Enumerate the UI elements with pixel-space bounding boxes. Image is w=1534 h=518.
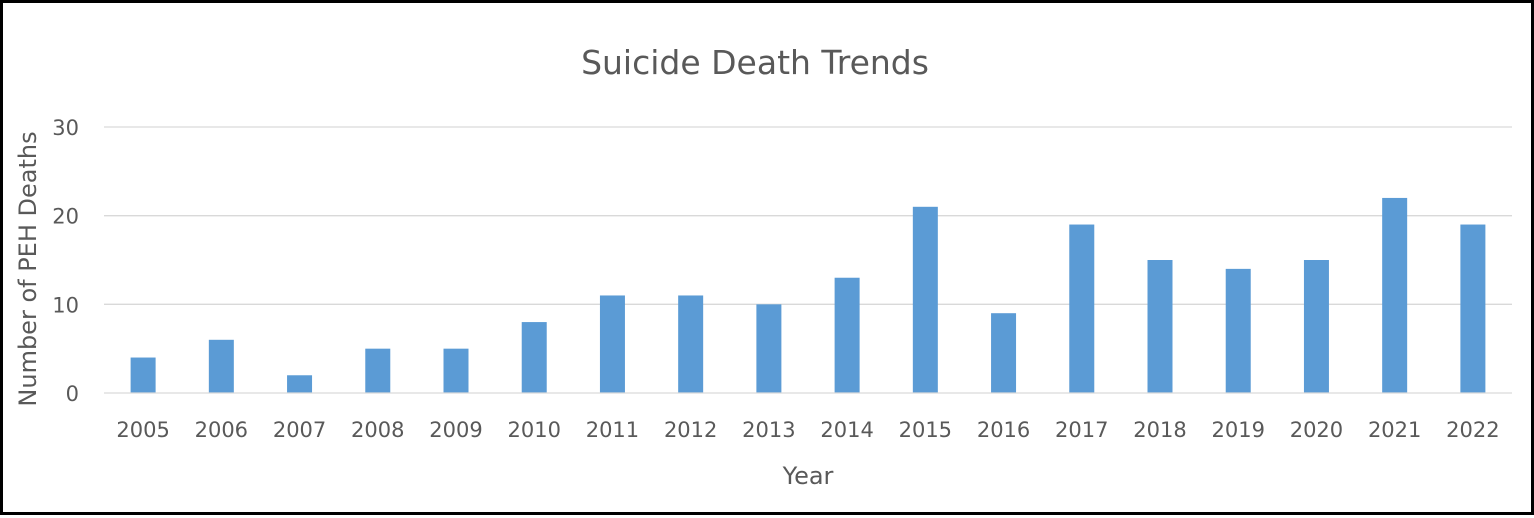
bar-2018 <box>1147 260 1173 393</box>
bar-2022 <box>1460 224 1486 393</box>
bar-2017 <box>1069 224 1095 393</box>
x-tick-label: 2010 <box>507 418 560 442</box>
x-tick-label: 2021 <box>1368 418 1421 442</box>
bar-2009 <box>443 348 469 393</box>
x-tick-label: 2022 <box>1446 418 1499 442</box>
y-tick-label: 20 <box>52 205 79 229</box>
y-axis-tick-labels: 0 10 20 30 <box>52 116 79 406</box>
y-tick-label: 0 <box>66 382 79 406</box>
bar-2013 <box>756 304 782 393</box>
x-tick-label: 2013 <box>742 418 795 442</box>
bar-2005 <box>130 357 156 393</box>
bar-2016 <box>991 313 1017 393</box>
x-tick-label: 2019 <box>1211 418 1264 442</box>
bar-2012 <box>678 295 704 393</box>
x-tick-label: 2006 <box>195 418 248 442</box>
x-tick-label: 2015 <box>899 418 952 442</box>
x-axis-title: Year <box>782 462 834 490</box>
y-axis-title: Number of PEH Deaths <box>14 131 42 406</box>
x-tick-label: 2009 <box>429 418 482 442</box>
bar-2015 <box>912 206 938 393</box>
x-tick-label: 2008 <box>351 418 404 442</box>
gridlines <box>104 126 1512 305</box>
x-tick-label: 2005 <box>116 418 169 442</box>
bar-2007 <box>287 375 313 393</box>
chart-title: Suicide Death Trends <box>581 43 929 82</box>
bar-2021 <box>1382 197 1408 393</box>
bar-2014 <box>834 277 860 393</box>
x-tick-label: 2020 <box>1290 418 1343 442</box>
x-tick-label: 2018 <box>1133 418 1186 442</box>
x-tick-label: 2007 <box>273 418 326 442</box>
x-tick-label: 2016 <box>977 418 1030 442</box>
y-tick-label: 30 <box>52 116 79 140</box>
bar-2008 <box>365 348 391 393</box>
x-tick-label: 2011 <box>586 418 639 442</box>
bar-2006 <box>208 339 234 393</box>
bar-2019 <box>1225 268 1251 393</box>
x-tick-label: 2014 <box>820 418 873 442</box>
bars <box>130 197 1486 393</box>
bar-2011 <box>599 295 625 393</box>
x-axis-tick-labels: 2005 2006 2007 2008 2009 2010 2011 2012 2013 2014… <box>116 418 1499 442</box>
y-tick-label: 10 <box>52 293 79 317</box>
x-tick-label: 2017 <box>1055 418 1108 442</box>
bar-2010 <box>521 322 547 393</box>
x-tick-label: 2012 <box>664 418 717 442</box>
bar-2020 <box>1303 260 1329 393</box>
